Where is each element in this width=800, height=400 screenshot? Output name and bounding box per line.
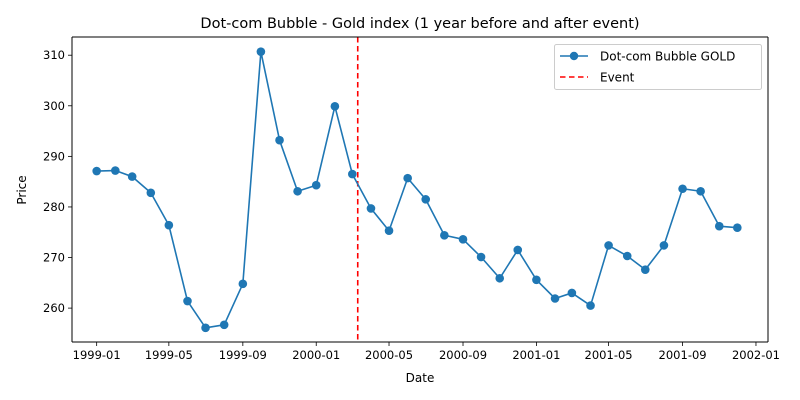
x-tick-label: 2001-01 [512, 348, 560, 362]
data-point [92, 166, 101, 176]
x-tick-label: 2001-09 [659, 348, 707, 362]
y-tick-label: 300 [43, 99, 65, 113]
x-tick-label: 2002-01 [732, 348, 780, 362]
axes-frame [71, 36, 769, 343]
data-point [348, 169, 357, 179]
legend: Dot-com Bubble GOLD Event [554, 44, 762, 90]
data-point [256, 47, 266, 56]
x-tick-label: 2001-05 [585, 348, 633, 362]
data-point [458, 235, 468, 244]
x-tick-label: 1999-01 [73, 348, 121, 362]
y-tick-label: 310 [43, 48, 65, 62]
x-axis-label: Date [406, 371, 435, 385]
data-point [733, 223, 742, 232]
x-tick-label: 2000-05 [365, 348, 413, 362]
data-point [201, 323, 210, 333]
data-point [678, 184, 687, 194]
data-point [696, 186, 705, 196]
data-point [330, 102, 340, 111]
data-point [164, 220, 174, 230]
data-point [366, 204, 376, 213]
x-tick-label: 1999-09 [219, 348, 267, 362]
x-tick-label: 2000-01 [292, 348, 340, 362]
data-point [238, 279, 248, 289]
y-tick-label: 280 [43, 200, 65, 214]
data-point [111, 166, 120, 175]
data-point [513, 245, 523, 255]
legend-series-label: Dot-com Bubble GOLD [600, 50, 735, 64]
data-point [384, 226, 394, 236]
data-point [421, 195, 431, 204]
series-layer [92, 47, 742, 333]
data-point [476, 252, 486, 262]
x-tick-label: 1999-05 [145, 348, 193, 362]
chart-title: Dot-com Bubble - Gold index (1 year befo… [200, 16, 639, 32]
data-point [219, 320, 229, 330]
data-point [567, 288, 577, 298]
data-point [604, 241, 613, 250]
x-tick-label: 2000-09 [439, 348, 487, 362]
data-point [532, 275, 541, 285]
data-point [146, 188, 156, 198]
data-point [127, 172, 137, 181]
data-point [403, 173, 412, 183]
data-point [714, 221, 724, 231]
x-axis-ticks: 1999-01 1999-05 1999-09 2000-01 2000-05 2000-… [73, 342, 780, 362]
data-point [311, 180, 321, 190]
data-point [586, 301, 595, 310]
data-point [550, 294, 560, 303]
y-tick-label: 270 [43, 251, 65, 265]
legend-event-label: Event [600, 71, 635, 85]
data-point [293, 186, 302, 196]
data-point [622, 251, 632, 261]
legend-series-marker-icon [569, 51, 579, 61]
data-point [183, 296, 192, 306]
data-point [440, 230, 449, 240]
legend-box [554, 44, 762, 90]
data-point [640, 265, 650, 274]
y-tick-label: 290 [43, 149, 65, 163]
data-point [659, 241, 669, 250]
y-axis-label: Price [15, 175, 29, 204]
y-axis-ticks: 260 270 280 290 300 310 [43, 48, 72, 315]
y-tick-label: 260 [43, 301, 65, 315]
data-point [275, 135, 284, 145]
data-point [495, 273, 505, 283]
